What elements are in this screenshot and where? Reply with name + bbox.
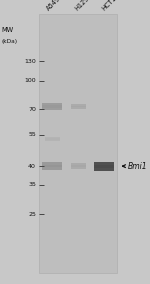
Bar [42, 162, 62, 170]
Text: A549: A549 [45, 0, 62, 11]
Text: (kDa): (kDa) [2, 39, 18, 44]
Bar [42, 165, 62, 168]
Text: 70: 70 [28, 107, 36, 112]
Text: 25: 25 [28, 212, 36, 217]
Text: 130: 130 [24, 59, 36, 64]
Text: 55: 55 [28, 132, 36, 137]
Bar [39, 14, 117, 273]
Bar [45, 137, 60, 141]
Text: 40: 40 [28, 164, 36, 169]
Bar [94, 162, 114, 171]
Bar [70, 104, 86, 109]
Text: MW: MW [2, 27, 14, 33]
Bar [70, 163, 86, 169]
Text: 100: 100 [24, 78, 36, 83]
Bar [45, 138, 60, 140]
Bar [70, 165, 86, 167]
Text: HCT116: HCT116 [101, 0, 123, 11]
Bar [42, 103, 62, 110]
Text: H1299: H1299 [74, 0, 93, 11]
Bar [94, 165, 114, 168]
Bar [42, 105, 62, 108]
Text: Bmi1: Bmi1 [128, 162, 148, 171]
Bar [70, 106, 86, 107]
Text: 35: 35 [28, 182, 36, 187]
